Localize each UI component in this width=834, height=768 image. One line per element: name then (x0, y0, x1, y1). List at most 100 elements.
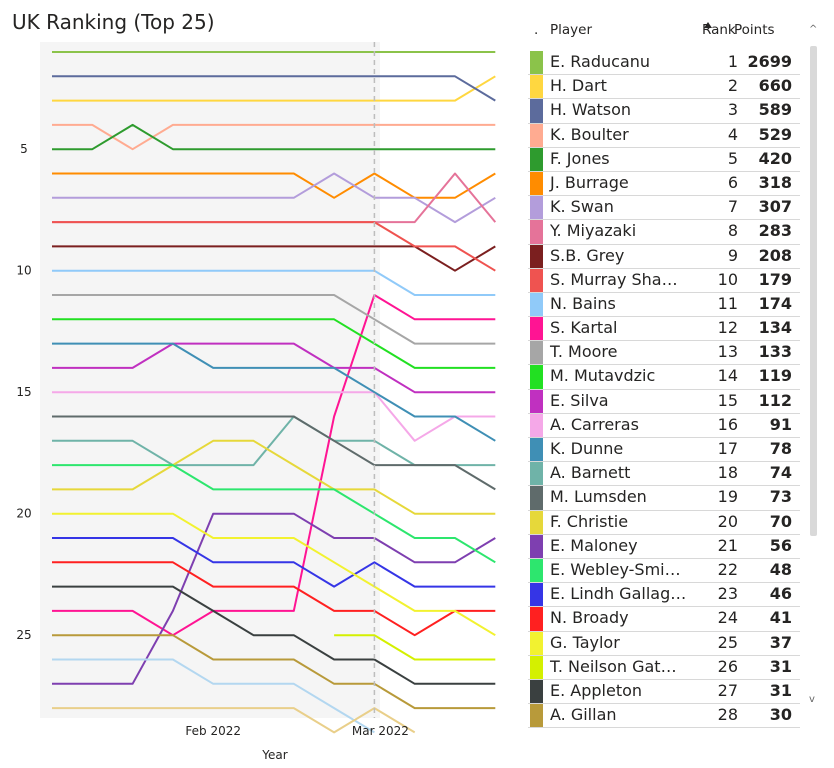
player-name: A. Carreras (550, 414, 639, 434)
player-rank: 20 (717, 511, 738, 531)
series-line[interactable] (52, 561, 496, 637)
x-axis-label: Year (261, 748, 287, 762)
table-row[interactable]: E. Webley-Smi… 22 48 (528, 558, 800, 584)
player-rank: 1 (727, 52, 738, 71)
table-row[interactable]: S.B. Grey 9 208 (528, 244, 800, 269)
series-line[interactable] (52, 342, 496, 394)
table-row[interactable]: Y. Miyazaki 8 283 (528, 220, 800, 245)
table-row[interactable]: S. Murray Sha… 10 179 (528, 268, 800, 293)
color-swatch (530, 486, 543, 510)
player-points: 46 (769, 584, 792, 604)
series-line[interactable] (52, 172, 496, 199)
color-swatch (530, 679, 543, 704)
series-line[interactable] (52, 245, 496, 272)
series-line[interactable] (52, 585, 496, 685)
player-name: N. Bains (550, 293, 616, 313)
table-row[interactable]: M. Mutavdzic 14 119 (528, 365, 800, 390)
series-line[interactable] (52, 318, 496, 369)
player-name: A. Gillan (550, 705, 617, 725)
series-line[interactable] (52, 342, 496, 442)
series-line[interactable] (52, 75, 496, 102)
player-rank: 23 (717, 584, 738, 604)
series-line[interactable] (52, 294, 496, 637)
table-row[interactable]: A. Barnett 18 74 (528, 462, 800, 487)
player-rank: 6 (727, 172, 738, 192)
player-name: E. Lindh Gallag… (550, 584, 687, 604)
table-scrollbar[interactable]: ^ v (806, 22, 822, 712)
series-line[interactable] (52, 172, 496, 224)
header-points[interactable]: Points (734, 22, 775, 38)
player-name: F. Christie (550, 511, 629, 531)
player-rank: 2 (727, 76, 738, 96)
player-name: S. Kartal (550, 318, 618, 338)
player-rank: 28 (717, 705, 738, 725)
series-line[interactable] (52, 439, 496, 515)
table-row[interactable]: G. Taylor 25 37 (528, 631, 800, 656)
player-points: 41 (769, 608, 792, 628)
plot-area-background (40, 42, 380, 718)
table-row[interactable]: E. Raducanu 1 2699 (528, 51, 800, 76)
header-player[interactable]: Player (550, 22, 593, 38)
table-row[interactable]: K. Boulter 4 529 (528, 123, 800, 148)
player-rank: 8 (727, 221, 738, 241)
series-line[interactable] (52, 221, 496, 272)
scroll-down-icon[interactable]: v (809, 694, 815, 705)
table-row[interactable]: T. Moore 13 133 (528, 341, 800, 366)
player-points: 31 (769, 656, 792, 676)
table-row[interactable]: E. Silva 15 112 (528, 389, 800, 414)
series-line[interactable] (52, 123, 496, 151)
player-name: K. Dunne (550, 439, 624, 458)
scroll-up-icon[interactable]: ^ (809, 24, 818, 35)
table-row[interactable]: H. Dart 2 660 (528, 75, 800, 100)
player-rank: 26 (717, 656, 738, 676)
table-row[interactable]: T. Neilson Gat… 26 31 (528, 655, 800, 680)
color-swatch (530, 704, 543, 728)
player-rank: 21 (717, 535, 738, 555)
series-line[interactable] (52, 707, 416, 734)
table-row[interactable]: A. Gillan 28 30 (528, 704, 800, 729)
series-line[interactable] (52, 537, 496, 588)
table-row[interactable]: N. Bains 11 174 (528, 292, 800, 318)
series-line[interactable] (52, 391, 496, 442)
series-line[interactable] (52, 269, 496, 296)
table-row[interactable]: M. Lumsden 19 73 (528, 486, 800, 511)
player-name: E. Maloney (550, 535, 638, 555)
table-row[interactable]: S. Kartal 12 134 (528, 317, 800, 342)
player-points: 37 (769, 632, 792, 652)
series-line[interactable] (52, 512, 496, 685)
series-line[interactable] (52, 634, 496, 710)
series-line[interactable] (52, 464, 496, 564)
color-swatch (530, 462, 543, 486)
series-line[interactable] (52, 75, 496, 102)
table-row[interactable]: A. Carreras 16 91 (528, 413, 800, 438)
series-line[interactable] (334, 634, 496, 661)
table-row[interactable]: J. Burrage 6 318 (528, 171, 800, 197)
series-line[interactable] (52, 658, 375, 734)
player-name: K. Swan (550, 197, 614, 217)
scroll-thumb[interactable] (810, 46, 817, 536)
chart-title: UK Ranking (Top 25) (12, 10, 215, 34)
table-row[interactable]: E. Appleton 27 31 (528, 679, 800, 705)
series-line[interactable] (52, 512, 496, 637)
table-header: . Player Rank Points (528, 18, 800, 50)
player-name: E. Appleton (550, 680, 643, 700)
table-row[interactable]: E. Lindh Gallag… 23 46 (528, 583, 800, 608)
table-row[interactable]: N. Broady 24 41 (528, 607, 800, 632)
color-swatch (530, 607, 543, 631)
player-points: 660 (758, 76, 792, 96)
table-row[interactable]: F. Christie 20 70 (528, 510, 800, 535)
series-line[interactable] (52, 415, 496, 491)
table-row[interactable]: E. Maloney 21 56 (528, 534, 800, 559)
series-line[interactable] (52, 123, 496, 151)
table-row[interactable]: H. Watson 3 589 (528, 99, 800, 124)
player-points: 70 (769, 511, 792, 531)
player-rank: 15 (717, 390, 738, 410)
series-line[interactable] (52, 294, 496, 345)
color-swatch (530, 171, 543, 196)
sort-ascending-icon (704, 22, 712, 28)
x-tick-label: Feb 2022 (185, 724, 241, 738)
player-rank: 11 (717, 293, 738, 313)
table-row[interactable]: K. Dunne 17 78 (528, 438, 800, 463)
table-row[interactable]: F. Jones 5 420 (528, 147, 800, 172)
table-row[interactable]: K. Swan 7 307 (528, 196, 800, 221)
